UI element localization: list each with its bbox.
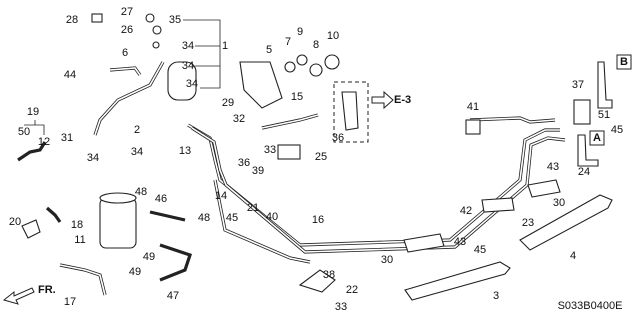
callout: 34 — [87, 152, 99, 164]
callout: 15 — [291, 91, 303, 103]
callout: 24 — [578, 166, 590, 178]
callout: 21 — [247, 202, 259, 214]
callout: 7 — [285, 36, 291, 48]
callout: 27 — [121, 6, 133, 18]
callout: 28 — [66, 14, 78, 26]
callout: 39 — [252, 165, 264, 177]
callout: 45 — [474, 244, 486, 256]
callout: 36 — [238, 157, 250, 169]
callout: 29 — [222, 97, 234, 109]
callout: 51 — [598, 109, 610, 121]
callout: 38 — [323, 269, 335, 281]
callout: 35 — [169, 14, 181, 26]
callout: 36 — [332, 132, 344, 144]
view-label: A — [593, 132, 601, 144]
callout: 1 — [222, 40, 228, 52]
callout: 40 — [266, 211, 278, 223]
callout: 34 — [182, 40, 194, 52]
callout: 25 — [315, 151, 327, 163]
callout: 9 — [297, 26, 303, 38]
callout: 45 — [226, 212, 238, 224]
figure-code: S033B0400E — [558, 300, 623, 312]
callout: 5 — [266, 44, 272, 56]
callout: 41 — [467, 101, 479, 113]
view-label: B — [620, 56, 628, 68]
callout: 2 — [134, 124, 140, 136]
callout: 16 — [312, 214, 324, 226]
callout: 44 — [64, 69, 76, 81]
callout: 49 — [129, 266, 141, 278]
callout: 34 — [131, 146, 143, 158]
callout: 12 — [38, 136, 50, 148]
callout: 11 — [74, 234, 85, 246]
callout: 26 — [121, 24, 133, 36]
callout: 8 — [313, 39, 319, 51]
callout: 50 — [18, 126, 30, 138]
callout: 43 — [454, 236, 466, 248]
callout: 37 — [572, 79, 584, 91]
callout: 3 — [493, 290, 499, 302]
callout: 46 — [155, 193, 167, 205]
callout: 47 — [167, 290, 179, 302]
callout: 45 — [611, 124, 623, 136]
callout: 30 — [381, 254, 393, 266]
callout: 17 — [64, 296, 76, 308]
callout: 4 — [570, 250, 576, 262]
callout: 43 — [547, 161, 559, 173]
callout: 33 — [264, 144, 276, 156]
callout: 32 — [233, 113, 245, 125]
callout: 30 — [553, 197, 565, 209]
callout: 19 — [27, 106, 39, 118]
callout: 10 — [327, 30, 339, 42]
callout: 42 — [460, 205, 472, 217]
callout: 6 — [122, 47, 128, 59]
callout: 31 — [61, 132, 73, 144]
callout: 18 — [71, 219, 83, 231]
drawing — [2, 13, 632, 305]
callout: 13 — [179, 145, 191, 157]
callout: 23 — [522, 217, 534, 229]
section-ref: E-3 — [394, 94, 411, 106]
callout: 20 — [9, 216, 21, 228]
callout: 34 — [182, 60, 194, 72]
callout: 33 — [335, 301, 347, 313]
direction-label: FR. — [38, 284, 56, 296]
callout: 48 — [135, 186, 147, 198]
callout: 34 — [186, 78, 198, 90]
callout: 14 — [215, 190, 227, 202]
callout: 49 — [143, 251, 155, 263]
callout: 48 — [198, 212, 210, 224]
callout: 22 — [346, 284, 358, 296]
